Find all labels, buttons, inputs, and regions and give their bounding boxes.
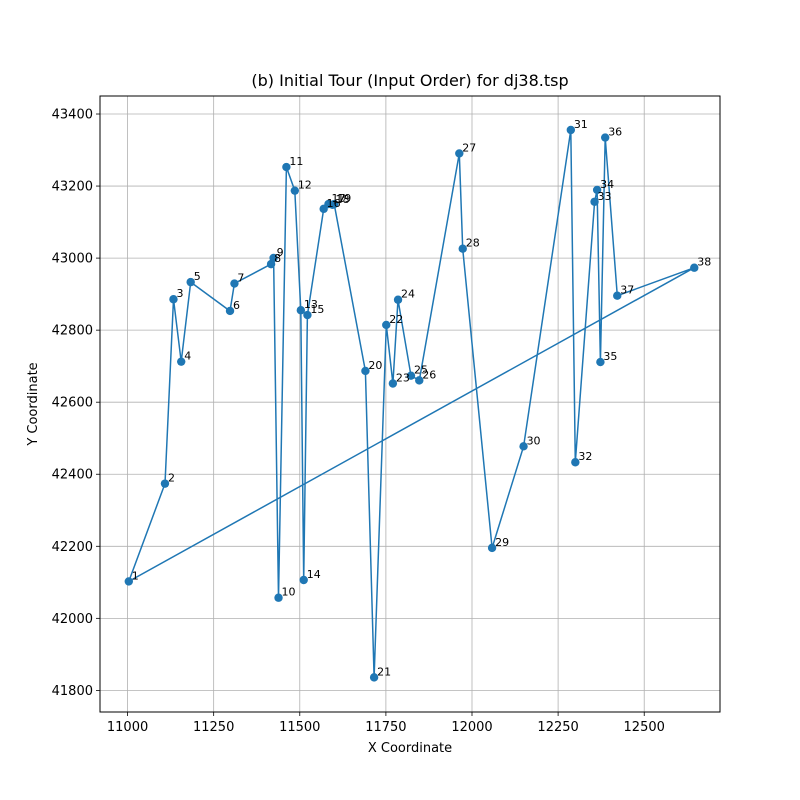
tour-point-2 bbox=[160, 479, 170, 488]
tour-point-1 bbox=[124, 577, 133, 586]
point-label-20: 20 bbox=[368, 359, 382, 372]
point-label-5: 5 bbox=[194, 270, 201, 283]
point-label-36: 36 bbox=[608, 126, 622, 139]
y-tick-label: 43000 bbox=[52, 252, 93, 267]
tour-point-14 bbox=[299, 575, 308, 585]
point-label-26: 26 bbox=[422, 368, 436, 381]
tour-point-3 bbox=[169, 295, 178, 304]
x-tick-label: 11250 bbox=[193, 720, 234, 735]
point-label-33: 33 bbox=[598, 190, 612, 203]
tour-point-9 bbox=[269, 253, 278, 263]
point-label-18: 18 bbox=[336, 193, 350, 206]
tour-point-29 bbox=[487, 543, 497, 553]
y-tick-label: 41800 bbox=[52, 684, 93, 699]
x-tick-label: 12000 bbox=[451, 720, 492, 735]
tour-point-12 bbox=[290, 186, 300, 195]
point-label-8: 8 bbox=[274, 252, 281, 265]
point-label-35: 35 bbox=[603, 350, 617, 363]
point-label-38: 38 bbox=[697, 256, 711, 269]
point-label-27: 27 bbox=[462, 141, 476, 154]
point-label-29: 29 bbox=[495, 536, 509, 549]
y-tick-label: 43400 bbox=[52, 108, 93, 123]
x-tick-label: 11000 bbox=[107, 720, 148, 735]
point-label-31: 31 bbox=[574, 118, 588, 131]
y-tick-label: 43200 bbox=[52, 180, 93, 195]
tour-point-36 bbox=[600, 133, 610, 142]
point-label-14: 14 bbox=[307, 568, 321, 581]
tour-point-15 bbox=[303, 310, 312, 320]
tour-point-32 bbox=[571, 458, 580, 467]
chart-title: (b) Initial Tour (Input Order) for dj38.… bbox=[251, 71, 568, 90]
point-label-37: 37 bbox=[620, 284, 634, 297]
tour-point-11 bbox=[282, 162, 291, 172]
point-label-15: 15 bbox=[310, 303, 324, 316]
point-label-22: 22 bbox=[389, 313, 403, 326]
point-label-25: 25 bbox=[414, 364, 428, 377]
tour-point-6 bbox=[225, 306, 235, 316]
point-label-6: 6 bbox=[233, 299, 240, 312]
tour-point-37 bbox=[613, 291, 622, 300]
tour-point-19 bbox=[330, 199, 339, 209]
point-label-3: 3 bbox=[176, 287, 183, 300]
point-label-1: 1 bbox=[132, 569, 139, 582]
point-label-16: 16 bbox=[327, 197, 341, 210]
y-tick-label: 42800 bbox=[52, 324, 93, 339]
x-tick-label: 12250 bbox=[537, 720, 578, 735]
tour-point-34 bbox=[592, 185, 602, 195]
tour-point-13 bbox=[296, 306, 306, 315]
point-label-32: 32 bbox=[578, 450, 592, 463]
x-tick-label: 12500 bbox=[624, 720, 665, 735]
point-labels: 1234567891011121314151617181920212223242… bbox=[132, 118, 711, 678]
point-label-30: 30 bbox=[527, 434, 541, 447]
tour-point-35 bbox=[596, 357, 605, 367]
x-tick-label: 11750 bbox=[365, 720, 406, 735]
tour-point-38 bbox=[690, 263, 699, 272]
tour-point-20 bbox=[361, 366, 370, 376]
point-label-9: 9 bbox=[277, 246, 284, 259]
point-label-13: 13 bbox=[304, 298, 318, 311]
tour-point-22 bbox=[382, 320, 391, 330]
point-label-12: 12 bbox=[298, 179, 312, 192]
point-label-17: 17 bbox=[331, 192, 345, 205]
tour-points bbox=[124, 125, 699, 682]
point-label-10: 10 bbox=[282, 586, 296, 599]
tour-point-26 bbox=[415, 376, 424, 385]
y-tick-label: 42600 bbox=[52, 396, 93, 411]
x-tick-label: 11500 bbox=[279, 720, 320, 735]
tour-point-21 bbox=[369, 673, 379, 682]
tour-point-33 bbox=[590, 197, 599, 206]
point-label-24: 24 bbox=[401, 288, 415, 301]
tour-point-4 bbox=[177, 357, 186, 366]
point-label-23: 23 bbox=[396, 372, 410, 385]
tour-point-28 bbox=[458, 244, 467, 253]
y-tick-label: 42000 bbox=[52, 612, 93, 627]
tour-point-10 bbox=[274, 593, 283, 602]
point-label-28: 28 bbox=[466, 237, 480, 250]
point-label-2: 2 bbox=[168, 472, 175, 485]
point-label-7: 7 bbox=[237, 272, 244, 285]
point-label-11: 11 bbox=[289, 155, 303, 168]
tour-point-7 bbox=[230, 279, 239, 288]
y-axis-label: Y Coordinate bbox=[26, 362, 41, 446]
x-axis-label: X Coordinate bbox=[368, 741, 452, 756]
point-label-4: 4 bbox=[184, 350, 191, 363]
point-label-34: 34 bbox=[600, 178, 614, 191]
tour-point-25 bbox=[406, 371, 416, 380]
tour-point-23 bbox=[388, 379, 398, 388]
tour-point-30 bbox=[519, 442, 528, 451]
tour-point-5 bbox=[186, 277, 195, 287]
plot-area-frame bbox=[99, 95, 721, 713]
tour-point-27 bbox=[455, 149, 464, 158]
point-label-21: 21 bbox=[377, 665, 391, 678]
axis-ticks: 11000 11250 11500 11750 12000 12250 12500 41800… bbox=[52, 108, 665, 735]
tour-point-24 bbox=[393, 295, 403, 304]
grid-lines bbox=[100, 96, 720, 712]
tour-point-31 bbox=[566, 125, 576, 135]
point-label-19: 19 bbox=[337, 192, 351, 205]
y-tick-label: 42400 bbox=[52, 468, 93, 483]
y-tick-label: 42200 bbox=[52, 540, 93, 555]
